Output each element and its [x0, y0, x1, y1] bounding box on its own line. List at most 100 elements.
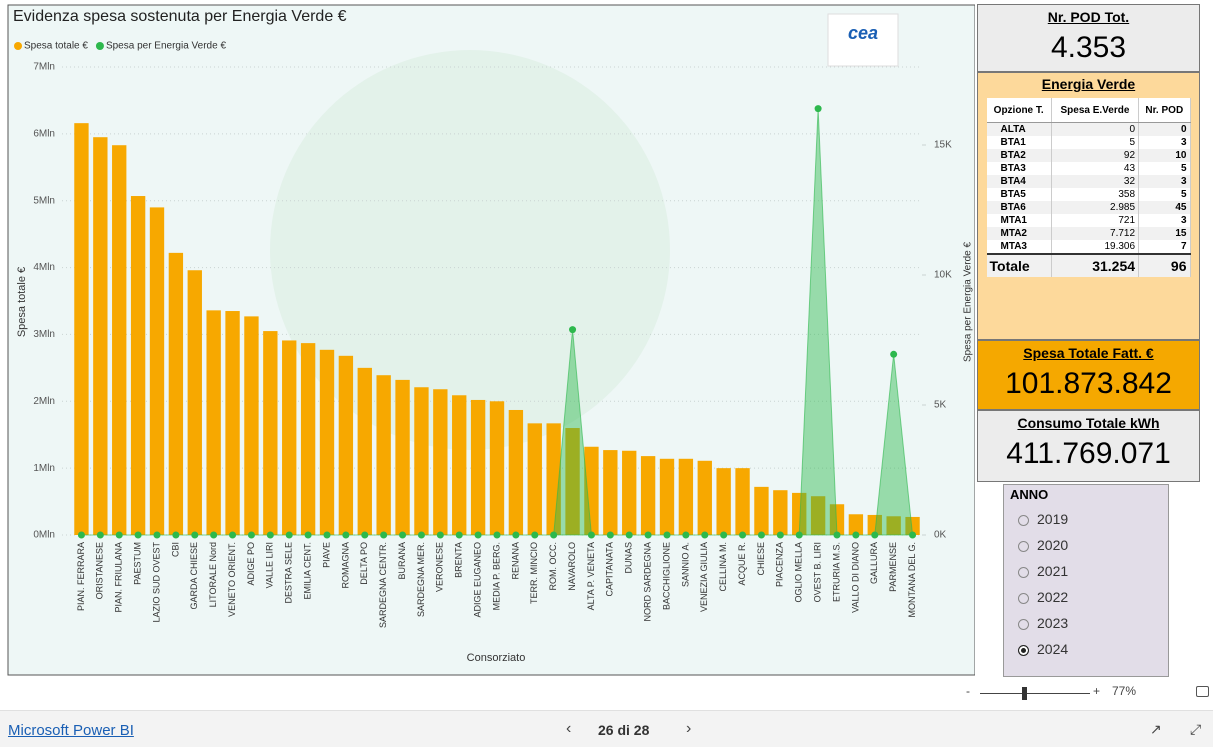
zoom-thumb[interactable]: [1022, 687, 1027, 700]
card-title: Consumo Totale kWh: [978, 415, 1199, 431]
x-tick-label: VENETO ORIENT.: [227, 542, 237, 617]
point: [607, 532, 614, 539]
y2-tick-label: 10K: [934, 270, 952, 281]
bar: [754, 487, 768, 535]
x-tick-label: ROM. OCC.: [548, 542, 558, 591]
point: [852, 532, 859, 539]
prev-page[interactable]: ‹: [566, 720, 571, 738]
x-tick-label: VALLO DI DIANO: [850, 542, 860, 613]
x-tick-label: MEDIA P. BERG.: [491, 542, 501, 610]
point: [475, 532, 482, 539]
x-tick-label: NORD SARDEGNA: [642, 542, 652, 622]
table-panel: Energia Verde Opzione T.Spesa E.VerdeNr.…: [977, 72, 1200, 340]
bar: [603, 450, 617, 535]
card-value: 411.769.071: [978, 437, 1199, 471]
x-tick-label: PARMENSE: [888, 542, 898, 592]
table-cell: 0: [1139, 123, 1190, 137]
bar: [282, 340, 296, 535]
table-cell: 10: [1139, 149, 1190, 162]
point: [626, 532, 633, 539]
point: [531, 532, 538, 539]
radio: [1018, 593, 1029, 604]
chart-title: Evidenza spesa sostenuta per Energia Ver…: [13, 8, 347, 25]
table-cell: BTA3: [987, 162, 1052, 175]
option-label: 2021: [1037, 563, 1068, 579]
next-page[interactable]: ›: [686, 720, 691, 738]
point: [399, 532, 406, 539]
table-cell: BTA1: [987, 136, 1052, 149]
bar: [74, 123, 88, 535]
x-tick-label: EMILIA CENT.: [302, 542, 312, 600]
bar: [490, 401, 504, 535]
y2-tick-label: 15K: [934, 140, 952, 151]
fit-button[interactable]: [1196, 686, 1209, 697]
x-tick-label: DESTRA SELE: [284, 542, 294, 604]
x-tick-label: ACQUE R.: [737, 542, 747, 586]
fullscreen-button[interactable]: ⤢: [1190, 721, 1201, 738]
option-label: 2020: [1037, 537, 1068, 553]
x-tick-label: LAZIO SUD OVEST: [151, 542, 161, 623]
x-tick-label: GALLURA: [869, 542, 879, 584]
x-tick-label: ETRURIA M.S.: [831, 542, 841, 602]
bar: [263, 331, 277, 535]
point: [550, 532, 557, 539]
option-label: 2022: [1037, 589, 1068, 605]
x-tick-label: TERR. MINCIO: [529, 542, 539, 604]
x-tick-label: DUNAS: [624, 542, 634, 574]
table-cell: 7: [1139, 240, 1190, 254]
table-cell: 5: [1139, 188, 1190, 201]
share-button[interactable]: ↗: [1150, 721, 1162, 738]
y-tick-label: 6Mln: [33, 128, 55, 139]
point: [267, 532, 274, 539]
y-tick-label: 1Mln: [33, 463, 55, 474]
slicer-option[interactable]: 2023: [1004, 610, 1168, 636]
point: [739, 532, 746, 539]
legend-label: Spesa per Energia Verde €: [106, 41, 227, 52]
bar: [698, 461, 712, 535]
bar: [660, 459, 674, 535]
x-tick-label: ROMAGNA: [340, 542, 350, 589]
logo: cea: [848, 23, 878, 43]
bar: [716, 468, 730, 535]
bar: [433, 389, 447, 535]
table-title: Energia Verde: [978, 76, 1199, 92]
slicer-title: ANNO: [1004, 485, 1168, 506]
table-cell: 43: [1051, 162, 1138, 175]
bar: [509, 410, 523, 535]
x-tick-label: OVEST B. LIRI: [812, 542, 822, 602]
bar: [452, 395, 466, 535]
point: [361, 532, 368, 539]
table-cell: 5: [1139, 162, 1190, 175]
point: [437, 532, 444, 539]
y2-tick-label: 0K: [934, 530, 947, 541]
radio: [1018, 515, 1029, 526]
point: [380, 532, 387, 539]
zoom-bar: - + 77%: [960, 684, 1213, 704]
slicer-option[interactable]: 2019: [1004, 506, 1168, 532]
point: [97, 532, 104, 539]
x-tick-label: CAPITANATA: [605, 542, 615, 597]
point: [78, 532, 85, 539]
x-tick-label: ALTA P. VENETA: [586, 542, 596, 610]
slicer-option[interactable]: 2024: [1004, 636, 1168, 662]
card-spesa: Spesa Totale Fatt. € 101.873.842: [977, 340, 1200, 410]
slicer-option[interactable]: 2022: [1004, 584, 1168, 610]
card-value: 101.873.842: [978, 367, 1199, 401]
bar: [188, 270, 202, 535]
option-label: 2024: [1037, 641, 1068, 657]
y2-axis-label: Spesa per Energia Verde €: [963, 242, 974, 363]
point: [248, 532, 255, 539]
slicer-option[interactable]: 2021: [1004, 558, 1168, 584]
slicer-option[interactable]: 2020: [1004, 532, 1168, 558]
point: [210, 532, 217, 539]
zoom-minus[interactable]: -: [966, 684, 970, 698]
point: [777, 532, 784, 539]
brand-link[interactable]: Microsoft Power BI: [8, 722, 134, 739]
table-cell: BTA2: [987, 149, 1052, 162]
y-tick-label: 3Mln: [33, 329, 55, 340]
table-cell: BTA5: [987, 188, 1052, 201]
zoom-plus[interactable]: +: [1093, 684, 1100, 698]
point: [172, 532, 179, 539]
point: [342, 532, 349, 539]
